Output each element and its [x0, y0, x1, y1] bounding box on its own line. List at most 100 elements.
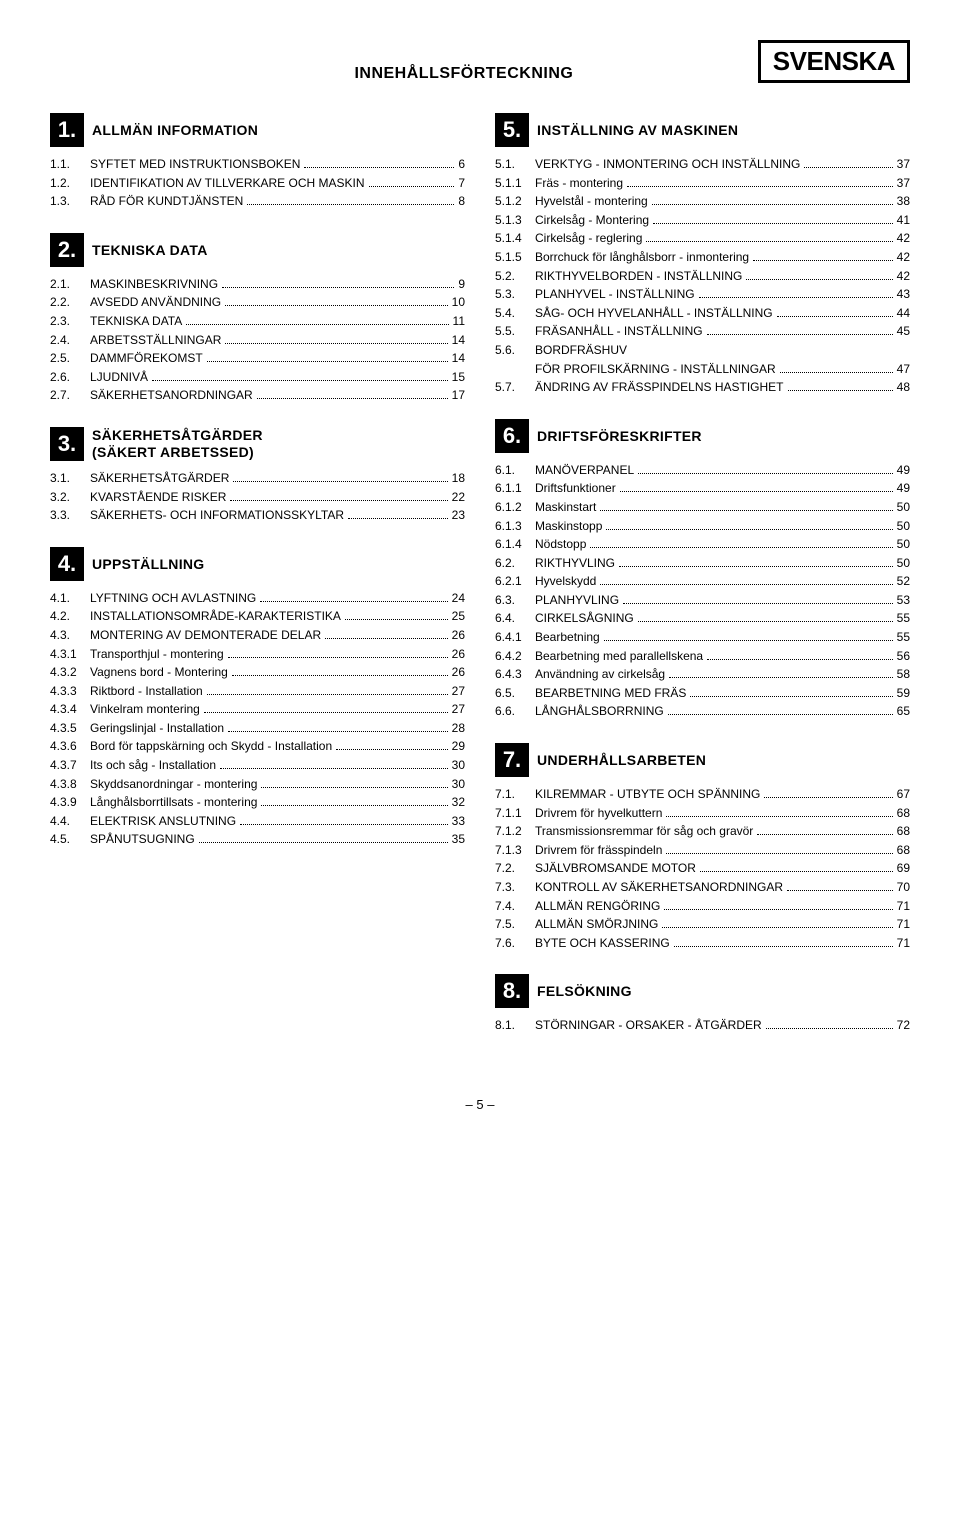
toc-number: 6.4.3: [495, 665, 535, 684]
toc-entry: 5.4.SÅG- OCH HYVELANHÅLL - INSTÄLLNING44: [495, 304, 910, 323]
toc-entry: 2.4.ARBETSSTÄLLNINGAR14: [50, 331, 465, 350]
toc-page: 25: [452, 607, 465, 626]
toc-page: 42: [897, 229, 910, 248]
toc-entry: 4.3.6Bord för tappskärning och Skydd - I…: [50, 737, 465, 756]
toc-page: 37: [897, 155, 910, 174]
toc-page: 14: [452, 331, 465, 350]
toc-label: Geringslinjal - Installation: [90, 719, 224, 738]
toc-page: 48: [897, 378, 910, 397]
toc-label: Nödstopp: [535, 535, 586, 554]
toc-page: 45: [897, 322, 910, 341]
toc-label: KILREMMAR - UTBYTE OCH SPÄNNING: [535, 785, 760, 804]
toc-entry: 5.1.2Hyvelstål - montering38: [495, 192, 910, 211]
toc-number: 4.3.8: [50, 775, 90, 794]
toc-page: 14: [452, 349, 465, 368]
toc-label: PLANHYVLING: [535, 591, 619, 610]
toc-label: FÖR PROFILSKÄRNING - INSTÄLLNINGAR: [535, 360, 776, 379]
page-footer: – 5 –: [50, 1097, 910, 1112]
toc-page: 59: [897, 684, 910, 703]
toc-entry: 4.2.INSTALLATIONSOMRÅDE-KARAKTERISTIKA25: [50, 607, 465, 626]
toc-label: RÅD FÖR KUNDTJÄNSTEN: [90, 192, 243, 211]
toc-page: 8: [458, 192, 465, 211]
toc-page: 55: [897, 609, 910, 628]
toc-page: 37: [897, 174, 910, 193]
toc-page: 72: [897, 1016, 910, 1035]
toc-page: 15: [452, 368, 465, 387]
toc-label: Maskinstart: [535, 498, 596, 517]
toc-page: 17: [452, 386, 465, 405]
toc-number: 7.1.3: [495, 841, 535, 860]
toc-number: 6.1.1: [495, 479, 535, 498]
toc-page: 71: [897, 915, 910, 934]
toc-page: 28: [452, 719, 465, 738]
toc-page: 50: [897, 535, 910, 554]
toc-entry: 2.2.AVSEDD ANVÄNDNING10: [50, 293, 465, 312]
toc-entry: 4.3.8Skyddsanordningar - montering30: [50, 775, 465, 794]
toc-entry: 1.1.SYFTET MED INSTRUKTIONSBOKEN6: [50, 155, 465, 174]
toc-number: 4.1.: [50, 589, 90, 608]
toc-entry: 3.1.SÄKERHETSÅTGÄRDER18: [50, 469, 465, 488]
toc-page: 26: [452, 626, 465, 645]
toc-number: 4.3.3: [50, 682, 90, 701]
toc-entry: 6.6.LÅNGHÅLSBORRNING65: [495, 702, 910, 721]
toc-page: 29: [452, 737, 465, 756]
toc-number: 5.1.1: [495, 174, 535, 193]
toc-page: 9: [458, 275, 465, 294]
toc-page: 65: [897, 702, 910, 721]
toc-entry: 7.1.3Drivrem för frässpindeln68: [495, 841, 910, 860]
toc-entry: 7.6.BYTE OCH KASSERING71: [495, 934, 910, 953]
toc-entry: 2.6.LJUDNIVÅ15: [50, 368, 465, 387]
toc-entry: 7.4.ALLMÄN RENGÖRING71: [495, 897, 910, 916]
toc-number: 5.6.: [495, 341, 535, 360]
toc-label: INSTALLATIONSOMRÅDE-KARAKTERISTIKA: [90, 607, 341, 626]
toc-number: 3.2.: [50, 488, 90, 507]
toc-page: 58: [897, 665, 910, 684]
toc-number: 2.5.: [50, 349, 90, 368]
toc-label: IDENTIFIKATION AV TILLVERKARE OCH MASKIN: [90, 174, 365, 193]
left-column: 1.ALLMÄN INFORMATION 1.1.SYFTET MED INSTR…: [50, 113, 465, 1057]
toc-entry: 5.7.ÄNDRING AV FRÄSSPINDELNS HASTIGHET48: [495, 378, 910, 397]
toc-number: 2.7.: [50, 386, 90, 405]
toc-page: 68: [897, 822, 910, 841]
toc-page: 30: [452, 756, 465, 775]
toc-entry: 5.1.VERKTYG - INMONTERING OCH INSTÄLLNIN…: [495, 155, 910, 174]
toc-label: SPÅNUTSUGNING: [90, 830, 195, 849]
toc-number: 6.3.: [495, 591, 535, 610]
toc-number: 6.2.: [495, 554, 535, 573]
toc-page: 71: [897, 897, 910, 916]
section-title: TEKNISKA DATA: [92, 242, 208, 258]
section-header: 1.ALLMÄN INFORMATION: [50, 113, 465, 147]
toc-label: Transporthjul - montering: [90, 645, 224, 664]
toc-label: Långhålsborrtillsats - montering: [90, 793, 257, 812]
toc-page: 23: [452, 506, 465, 525]
toc-entry: 7.5.ALLMÄN SMÖRJNING71: [495, 915, 910, 934]
toc-number: 4.4.: [50, 812, 90, 831]
toc-number: 6.1.4: [495, 535, 535, 554]
section-header: 8.FELSÖKNING: [495, 974, 910, 1008]
toc-number: 4.3.: [50, 626, 90, 645]
toc-page: 10: [452, 293, 465, 312]
toc-entry: 4.1.LYFTNING OCH AVLASTNING24: [50, 589, 465, 608]
toc-number: 6.4.2: [495, 647, 535, 666]
toc-label: MANÖVERPANEL: [535, 461, 634, 480]
toc-entry: 5.5.FRÄSANHÅLL - INSTÄLLNING45: [495, 322, 910, 341]
toc-page: 27: [452, 682, 465, 701]
toc-number: 1.2.: [50, 174, 90, 193]
toc-number: 4.3.5: [50, 719, 90, 738]
toc-entry: 6.4.2Bearbetning med parallellskena56: [495, 647, 910, 666]
toc-number: 6.6.: [495, 702, 535, 721]
toc-entry: 3.2.KVARSTÅENDE RISKER22: [50, 488, 465, 507]
toc-entry: 4.3.3Riktbord - Installation27: [50, 682, 465, 701]
section-number-box: 2.: [50, 233, 84, 267]
toc-label: Hyvelskydd: [535, 572, 596, 591]
toc-page: 38: [897, 192, 910, 211]
toc-number: 5.1.5: [495, 248, 535, 267]
section-title: SÄKERHETSÅTGÄRDER(SÄKERT ARBETSSED): [92, 427, 263, 461]
toc-page: 56: [897, 647, 910, 666]
toc-number: 2.2.: [50, 293, 90, 312]
toc-number: 7.4.: [495, 897, 535, 916]
toc-number: 5.2.: [495, 267, 535, 286]
toc-number: 6.4.: [495, 609, 535, 628]
toc-page: 55: [897, 628, 910, 647]
toc-entry: 6.4.CIRKELSÅGNING55: [495, 609, 910, 628]
